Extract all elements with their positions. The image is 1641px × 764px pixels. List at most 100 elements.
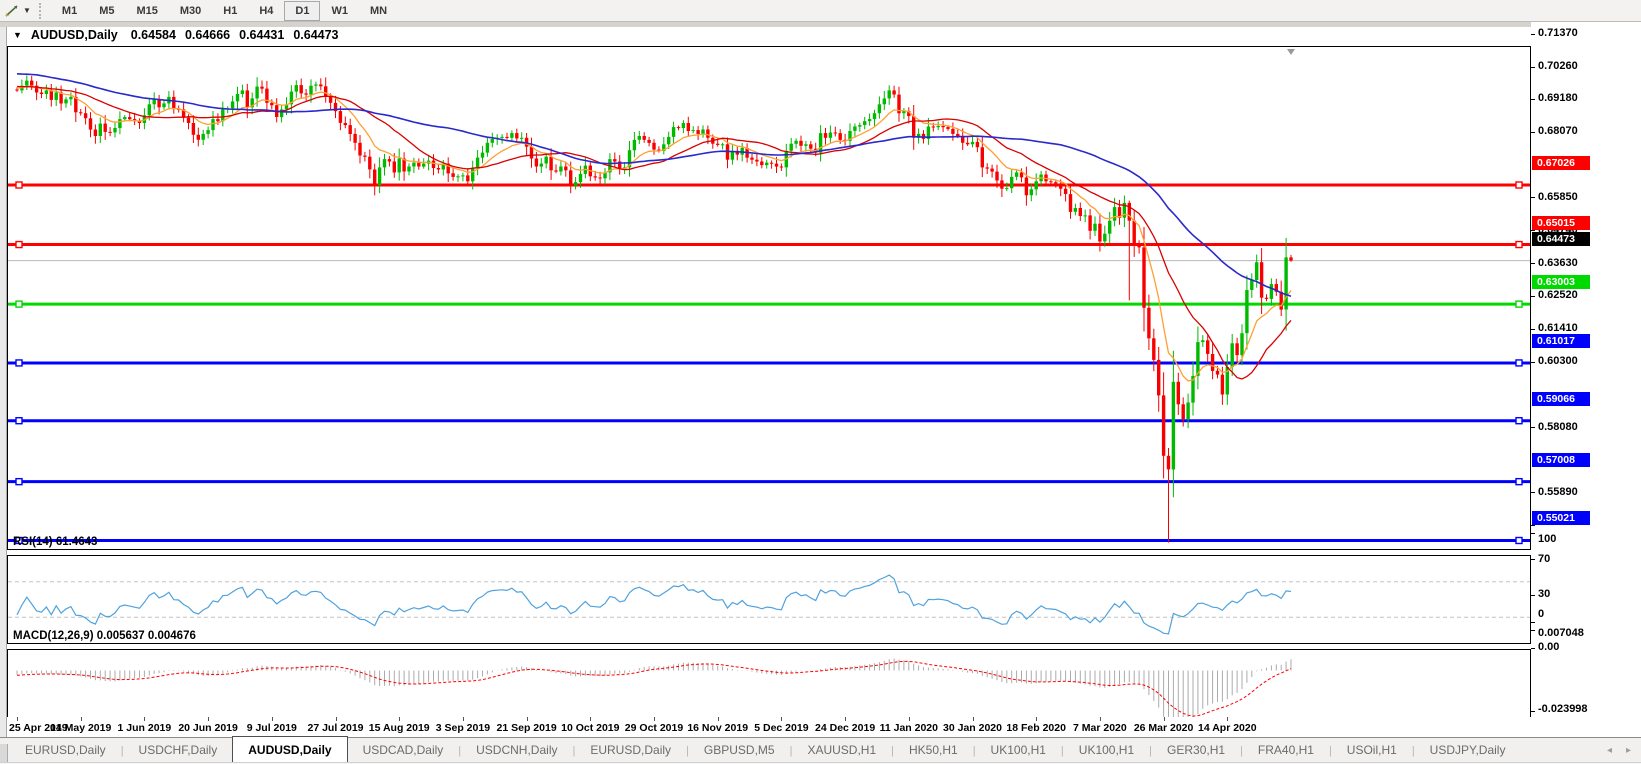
rsi-panel[interactable] bbox=[7, 555, 1531, 644]
hline-price-chip[interactable]: 0.67026 bbox=[1532, 155, 1590, 170]
hline-handle[interactable] bbox=[15, 417, 23, 425]
macd-tick-label: 0.00 bbox=[1538, 641, 1560, 654]
tab-fra40-h1[interactable]: FRA40,H1 bbox=[1257, 743, 1314, 757]
tab-usdchf-daily[interactable]: USDCHF,Daily bbox=[138, 743, 218, 757]
axis-tick bbox=[1531, 328, 1535, 330]
chart-area[interactable]: 25 Apr 2019 14 May 2019 1 Jun 2019 20 Jun 2… bbox=[0, 22, 1641, 739]
hline-handle[interactable] bbox=[1515, 300, 1523, 308]
date-tick bbox=[654, 717, 655, 721]
timeframe-button-m1[interactable]: M1 bbox=[61, 4, 78, 17]
ma-medium-line[interactable] bbox=[16, 85, 1292, 380]
timeframe-button-h4[interactable]: H4 bbox=[259, 4, 274, 17]
hline-price-chip[interactable]: 0.61017 bbox=[1532, 333, 1590, 348]
hline-handle[interactable] bbox=[1515, 359, 1523, 367]
tab-audusd-daily[interactable]: AUDUSD,Daily bbox=[232, 736, 348, 762]
hline-handle[interactable] bbox=[1515, 240, 1523, 249]
date-label: 16 Nov 2019 bbox=[687, 722, 749, 734]
hline-objects bbox=[8, 181, 1530, 545]
hline-handle[interactable] bbox=[15, 240, 23, 249]
hline-handle[interactable] bbox=[15, 181, 23, 189]
symbol-tab-bar: EURUSD,Daily | USDCHF,Daily AUDUSD,Daily USD… bbox=[0, 736, 1641, 762]
hline-handle[interactable] bbox=[1515, 536, 1523, 545]
hline-handle[interactable] bbox=[1515, 417, 1523, 425]
price-tick-label: 0.63630 bbox=[1538, 256, 1578, 269]
date-tick bbox=[1099, 717, 1101, 721]
date-label: 14 May 2019 bbox=[50, 722, 112, 734]
tab-eurusd-daily[interactable]: EURUSD,Daily bbox=[25, 743, 106, 757]
hline-handle[interactable] bbox=[1515, 477, 1523, 486]
toolbar-grip[interactable] bbox=[38, 2, 45, 19]
hline-handle[interactable] bbox=[15, 359, 23, 367]
price-tick-label: 0.61410 bbox=[1538, 322, 1578, 335]
timeframe-button-m15[interactable]: M15 bbox=[136, 4, 158, 17]
rsi-line bbox=[16, 574, 1292, 635]
ma-slow-line[interactable] bbox=[16, 73, 1292, 297]
tab-uk100-h1[interactable]: UK100,H1 bbox=[990, 743, 1046, 757]
price-axis[interactable]: 0.71370 0.70260 0.69180 0.68070 0.65850 0.647… bbox=[1531, 22, 1641, 737]
date-tick bbox=[271, 717, 273, 721]
date-label: 11 Jan 2020 bbox=[879, 722, 938, 734]
panel-separator[interactable] bbox=[0, 22, 1641, 27]
hline-price-chip[interactable]: 0.63003 bbox=[1532, 275, 1590, 290]
tab-usoil-h1[interactable]: USOil,H1 bbox=[1346, 743, 1397, 757]
date-label: 21 Sep 2019 bbox=[496, 722, 557, 734]
tab-usdjpy-daily[interactable]: USDJPY,Daily bbox=[1429, 743, 1506, 757]
price-tick-label: 0.71370 bbox=[1538, 27, 1578, 40]
tab-divider: | bbox=[1240, 745, 1243, 757]
axis-tick bbox=[1531, 263, 1535, 265]
tab-hk50-h1[interactable]: HK50,H1 bbox=[908, 743, 958, 757]
tab-uk100-h1[interactable]: UK100,H1 bbox=[1078, 743, 1135, 757]
trendline-tool-icon[interactable] bbox=[2, 2, 22, 20]
tab-usdcad-daily[interactable]: USDCAD,Daily bbox=[362, 743, 444, 757]
ma-fast-line[interactable] bbox=[16, 85, 1292, 382]
timeframe-button-w1[interactable]: W1 bbox=[331, 4, 348, 17]
timeframe-toolbar: M1 M5 M15 M30 H1 H4 D1 W1 MN bbox=[51, 0, 398, 21]
timeframe-button-mn[interactable]: MN bbox=[369, 4, 388, 17]
tabbar-left-notch bbox=[0, 744, 8, 762]
axis-tick bbox=[1531, 525, 1535, 527]
time-axis[interactable]: 25 Apr 2019 14 May 2019 1 Jun 2019 20 Jun 2… bbox=[7, 717, 1531, 737]
hline-price-chip[interactable]: 0.59066 bbox=[1532, 391, 1590, 406]
hline-handle[interactable] bbox=[15, 300, 23, 308]
hline-price-chip[interactable]: 0.65015 bbox=[1532, 215, 1590, 230]
tab-divider: | bbox=[1149, 745, 1153, 757]
price-tick-label: 0.69180 bbox=[1538, 92, 1578, 105]
chart-shift-marker[interactable] bbox=[1287, 49, 1295, 55]
date-label: 24 Dec 2019 bbox=[815, 722, 876, 734]
tab-ger30-h1[interactable]: GER30,H1 bbox=[1167, 743, 1226, 757]
timeframe-button-m30[interactable]: M30 bbox=[179, 4, 202, 17]
date-label: 26 Mar 2020 bbox=[1133, 722, 1194, 734]
timeframe-button-h1[interactable]: H1 bbox=[223, 4, 238, 17]
chart-symbol: AUDUSD,Daily bbox=[30, 28, 118, 42]
date-tick bbox=[717, 717, 719, 721]
tab-divider: | bbox=[686, 745, 689, 757]
current-price-chip[interactable]: 0.64473 bbox=[1532, 231, 1590, 246]
date-tick bbox=[1163, 717, 1165, 721]
timeframe-button-d1[interactable]: D1 bbox=[284, 0, 321, 21]
hline-handle[interactable] bbox=[15, 477, 23, 486]
hline-handle[interactable] bbox=[15, 536, 23, 545]
hline-price-chip[interactable]: 0.57008 bbox=[1532, 452, 1590, 467]
chart-title: ▼ AUDUSD,Daily 0.64584 0.64666 0.64431 0… bbox=[13, 28, 341, 42]
hline-handle[interactable] bbox=[1515, 181, 1523, 189]
date-tick bbox=[399, 717, 401, 721]
tab-divider: | bbox=[1328, 745, 1332, 757]
tabs-scroll-left-icon[interactable]: ◂ bbox=[1606, 745, 1612, 756]
timeframe-button-m5[interactable]: M5 bbox=[99, 4, 115, 17]
tab-xauusd-h1[interactable]: XAUUSD,H1 bbox=[807, 743, 877, 757]
tab-usdcnh-daily[interactable]: USDCNH,Daily bbox=[476, 743, 558, 757]
tab-eurusd-daily[interactable]: EURUSD,Daily bbox=[590, 743, 672, 757]
rsi-tick-label: 100 bbox=[1538, 533, 1557, 545]
date-tick bbox=[972, 717, 974, 721]
price-chart-panel[interactable] bbox=[7, 46, 1531, 550]
tool-dropdown-icon[interactable]: ▼ bbox=[23, 6, 31, 15]
hline-price-chip[interactable]: 0.55021 bbox=[1532, 511, 1590, 526]
tabs-scroll-right-icon[interactable]: ▸ bbox=[1625, 745, 1631, 756]
chart-context-icon[interactable]: ▼ bbox=[13, 30, 22, 40]
axis-tick bbox=[1531, 492, 1535, 494]
tab-gbpusd-m5[interactable]: GBPUSD,M5 bbox=[703, 743, 775, 757]
axis-tick bbox=[1531, 66, 1535, 68]
tab-divider: | bbox=[120, 745, 124, 757]
rsi-tick-label: 30 bbox=[1538, 588, 1551, 601]
